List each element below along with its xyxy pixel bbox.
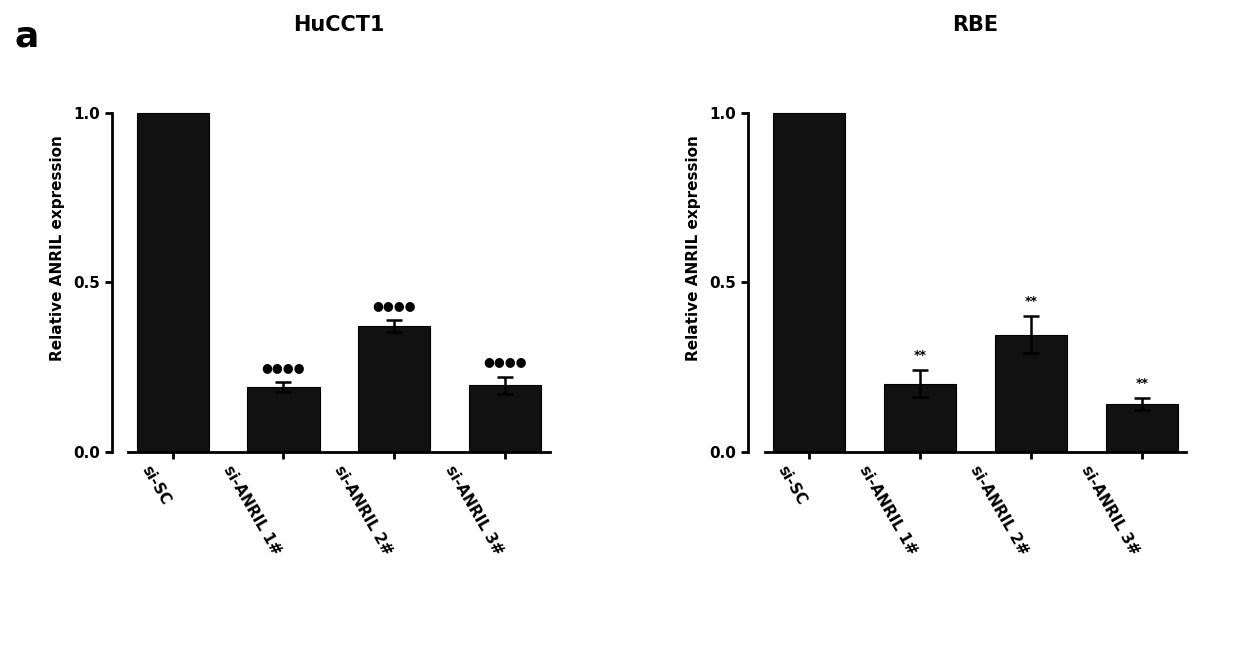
Text: **: ** [1136,377,1148,390]
Bar [773,113,846,451]
Text: a: a [15,19,40,54]
Text: ●●●●: ●●●● [373,299,417,312]
Text: **: ** [1024,295,1038,308]
Text: ●●●●: ●●●● [484,355,527,368]
Y-axis label: Relative ANRIL expression: Relative ANRIL expression [50,135,64,361]
Bar [136,113,208,451]
Bar [884,384,956,452]
Text: **: ** [914,349,926,362]
Bar [358,326,430,452]
Bar [994,335,1066,451]
Y-axis label: Relative ANRIL expression: Relative ANRIL expression [686,135,701,361]
Bar [469,386,542,452]
Bar [248,387,320,452]
Title: HuCCT1: HuCCT1 [293,15,384,35]
Bar [1106,404,1178,451]
Title: RBE: RBE [952,15,998,35]
Text: ●●●●: ●●●● [262,361,305,373]
